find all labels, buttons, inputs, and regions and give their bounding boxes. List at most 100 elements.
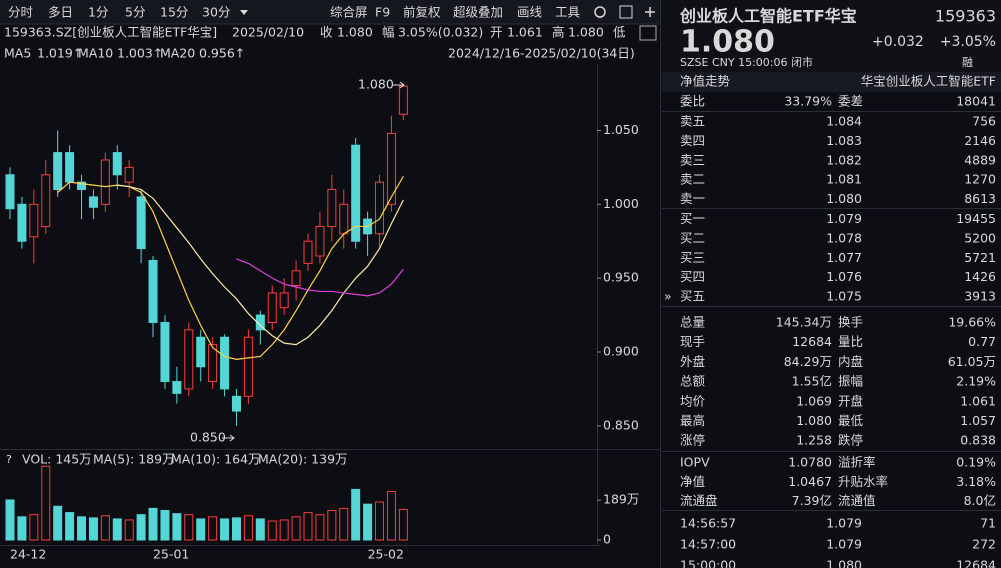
book-label: 买一 [680, 211, 705, 226]
tool-button[interactable]: F9 [375, 5, 390, 20]
ma-name: MA10 [78, 46, 113, 61]
field-value: 2.19% [956, 374, 996, 389]
y-tick-label: 0.900 [603, 344, 639, 359]
book-price: 1.079 [826, 211, 862, 226]
candle-body [255, 314, 265, 331]
candle-body [398, 85, 408, 115]
volume-bar [339, 507, 349, 541]
book-label: 卖一 [680, 191, 705, 206]
ma-value: 1.003↑ [117, 46, 163, 61]
help-icon[interactable]: ? [6, 453, 12, 466]
book-price: 1.081 [826, 172, 862, 187]
candle-body [184, 329, 194, 390]
x-tick-label: 25-02 [368, 547, 404, 562]
settings-icon[interactable] [594, 6, 606, 18]
volume-bar [148, 507, 158, 541]
collapse-icon[interactable]: » [664, 289, 672, 304]
period-tab[interactable]: 多日 [48, 5, 73, 20]
period-tab[interactable]: 分时 [8, 5, 34, 20]
volume-bar [303, 512, 313, 541]
field-label: 外盘 [680, 354, 705, 369]
candle-body [386, 132, 396, 205]
trade-time: 14:56:57 [680, 516, 736, 531]
quote-field: 1.080 [568, 25, 604, 40]
volume-bar [243, 515, 253, 541]
period-tab[interactable]: 15分 [160, 5, 188, 20]
security-code: 159363 [935, 7, 996, 26]
period-tab[interactable]: 5分 [125, 5, 145, 20]
field-value: 1.061 [960, 393, 996, 408]
candle-body [267, 292, 277, 323]
volume-bar [172, 513, 182, 541]
ma-name: MA20 [160, 46, 195, 61]
field-value: 1.069 [796, 393, 832, 408]
quote-field: 开 [490, 25, 503, 40]
volume-bar [136, 514, 146, 541]
tool-button[interactable]: 画线 [517, 5, 543, 20]
volume-bar [196, 518, 206, 541]
volume-bar [160, 509, 170, 541]
quote-field: 低 [613, 25, 626, 40]
book-volume: 19455 [956, 211, 996, 226]
tool-button[interactable]: 超级叠加 [453, 5, 503, 20]
price-change-pct: +3.05% [940, 34, 996, 50]
tool-button[interactable]: 前复权 [403, 5, 441, 20]
tool-button[interactable]: 工具 [555, 5, 581, 20]
volume-bar [100, 515, 110, 541]
y-tick-label: 1.000 [603, 196, 639, 211]
candle-body [220, 336, 230, 390]
trade-price: 1.079 [826, 516, 862, 531]
candle-body [5, 174, 15, 210]
candle-body [53, 152, 63, 191]
book-label: 买三 [680, 250, 705, 265]
book-volume: 756 [972, 114, 996, 129]
field-label: 最高 [680, 413, 705, 428]
field-label: 均价 [680, 393, 706, 408]
field-value: 3.18% [956, 474, 996, 489]
panel-header-bg [662, 0, 1001, 72]
book-label: 买四 [680, 269, 705, 284]
candle-body [65, 152, 75, 183]
field-value: 19.66% [948, 315, 996, 330]
trade-time: 14:57:00 [680, 537, 736, 552]
tool-button[interactable]: 综合屏 [330, 5, 368, 20]
candle-body [243, 336, 253, 397]
add-icon[interactable] [645, 7, 655, 17]
volume-legend: MA(10): 164万 [171, 452, 261, 467]
volume-bar [41, 465, 51, 541]
volume-bar [231, 517, 241, 541]
volume-legend: MA(20): 139万 [258, 452, 348, 467]
field-value: 1.0467 [788, 474, 832, 489]
volume-bar [184, 514, 194, 541]
book-volume: 2146 [964, 133, 996, 148]
candle-body [124, 166, 134, 183]
book-volume: 3913 [964, 289, 996, 304]
volume-legend: MA(5): 189万 [93, 452, 175, 467]
dropdown-icon[interactable] [240, 10, 248, 15]
book-price: 1.084 [826, 114, 862, 129]
window-icon[interactable] [619, 5, 633, 19]
candle-body [112, 152, 122, 176]
low-annotation: 0.850 [190, 430, 226, 445]
volume-bar [363, 503, 373, 541]
book-price: 1.078 [826, 230, 862, 245]
period-tab[interactable]: 30分 [202, 5, 230, 20]
panel-tab[interactable]: 净值走势 [680, 74, 731, 89]
field-label: 流通盘 [680, 493, 718, 508]
book-label: 卖四 [680, 133, 705, 148]
volume-bar [315, 514, 325, 541]
field-label: 量比 [838, 334, 863, 349]
field-label: 委差 [838, 94, 863, 109]
volume-bar [53, 505, 63, 541]
book-volume: 8613 [964, 191, 996, 206]
volume-bar [351, 488, 361, 541]
security-name: 创业板人工智能ETF华宝 [679, 7, 857, 26]
panel-tab[interactable]: 华宝创业板人工智能ETF [861, 74, 996, 89]
book-price: 1.082 [826, 152, 862, 167]
period-tab[interactable]: 1分 [88, 5, 108, 20]
ma-line [117, 184, 404, 346]
ma-line [57, 175, 404, 360]
y-tick-label: 0.950 [603, 270, 639, 285]
last-price: 1.080 [680, 25, 775, 60]
